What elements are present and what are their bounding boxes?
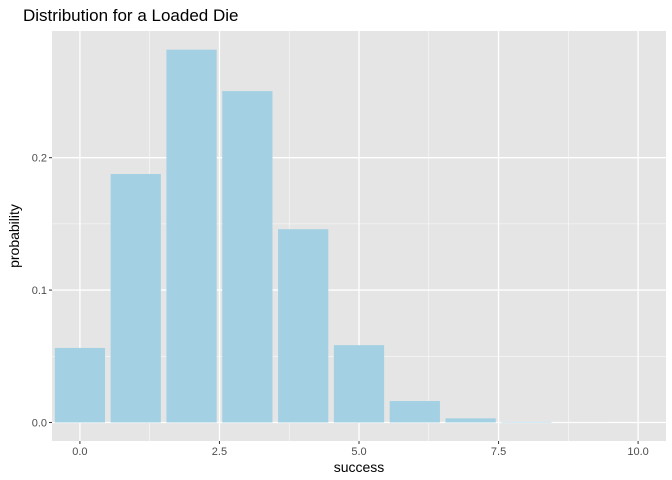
x-tick-label-4: 10.0 xyxy=(627,446,648,458)
y-axis-title: probability xyxy=(6,204,22,268)
bars xyxy=(54,49,664,423)
bar-2 xyxy=(166,49,217,423)
bar-3 xyxy=(222,91,273,423)
y-axis: 0.0 0.1 0.2 xyxy=(32,153,52,429)
y-tick-label-2: 0.2 xyxy=(32,153,47,165)
bar-8 xyxy=(501,421,552,423)
x-tick-label-3: 7.5 xyxy=(491,446,506,458)
bar-0 xyxy=(54,347,106,423)
x-tick-label-0: 0.0 xyxy=(72,446,87,458)
y-tick-label-0: 0.0 xyxy=(32,417,47,429)
chart-title: Distribution for a Loaded Die xyxy=(23,6,238,25)
bar-4 xyxy=(278,229,329,423)
bar-5 xyxy=(333,345,385,423)
x-tick-label-2: 5.0 xyxy=(351,446,366,458)
x-axis: 0.0 2.5 5.0 7.5 10.0 xyxy=(72,441,649,458)
bar-6 xyxy=(389,401,440,423)
bar-1 xyxy=(110,173,161,423)
x-axis-title: success xyxy=(334,459,385,475)
x-tick-label-1: 2.5 xyxy=(212,446,227,458)
y-tick-label-1: 0.1 xyxy=(32,285,47,297)
bar-7 xyxy=(445,418,496,423)
